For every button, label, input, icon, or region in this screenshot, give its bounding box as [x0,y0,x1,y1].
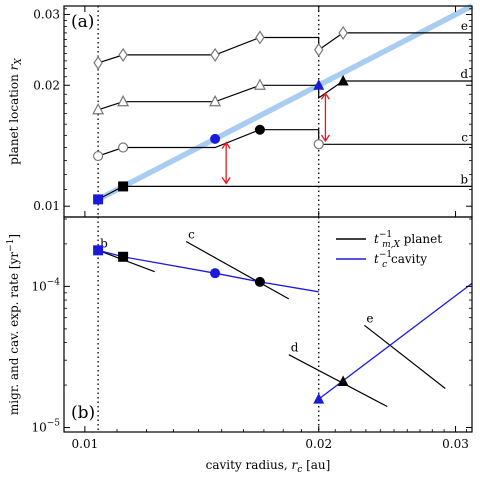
marker-black-square [118,181,129,192]
marker-black-circle [254,124,265,135]
y-tick-label: 10−4 [31,277,60,293]
arrow-head-up [221,141,231,149]
series-label-e: e [461,19,468,33]
x-tick-label: 0.03 [442,437,469,451]
marker-black-circle [254,276,265,287]
marker-blue-square [93,194,104,205]
marker-open-diamond [338,25,348,40]
series-label-d: d [460,67,468,81]
marker-blue-square [93,245,104,256]
marker-black-triangle [337,375,349,386]
arrow-head-down [320,134,330,143]
marker-open-diamond [93,55,103,71]
marker-open-diamond [255,30,265,45]
planet-rate-label-e: e [366,311,373,325]
marker-black-square [118,251,129,262]
marker-blue-triangle [313,393,325,404]
planet-rate-label-b: b [100,236,108,250]
y-tick-label: 0.01 [33,199,60,213]
marker-open-circle [118,142,129,153]
marker-open-diamond [314,42,324,57]
marker-blue-circle [210,268,221,279]
panel-label-a: (a) [71,12,94,32]
marker-blue-triangle [313,79,325,90]
marker-open-triangle [117,94,130,107]
marker-black-triangle [337,74,349,86]
bottom-axes-frame [63,216,473,433]
panel-label-b: (b) [71,403,95,423]
marker-open-circle [93,150,104,162]
cavity-rate-line-1 [97,249,319,293]
planet-rate-label-c: c [188,227,195,241]
x-tick-label: 0.01 [72,437,99,451]
top-panel: b c d e 0.01 0.02 0.03 (a) planet location rX [7,3,474,217]
y-tick-label: 0.03 [33,8,60,22]
marker-open-triangle [253,78,266,90]
marker-open-triangle [209,94,222,107]
arrow-head-up [320,92,330,100]
planet-rate-line-c [185,240,290,300]
y-axis-label-top: planet location rX [7,58,24,165]
x-tick-label: 0.02 [305,437,332,451]
series-line-b [97,185,472,200]
legend-entry-2: t−1 c cavity [374,250,427,270]
arrow-head-down [221,176,231,185]
planet-rate-line-d [288,354,388,408]
marker-blue-circle [210,133,221,144]
series-line-e [97,32,472,64]
x-axis-label: cavity radius, rc [au] [206,458,331,475]
y-tick-label: 10−5 [31,419,60,435]
axes-frames [63,5,473,433]
marker-open-circle [313,139,324,150]
marker-open-diamond [118,47,128,62]
marker-open-diamond [210,47,220,62]
planet-rate-line-e [364,324,446,389]
series-label-c: c [461,130,468,144]
legend-entry-1: t−1 m,X planet [374,230,442,250]
diagonal-line [96,3,474,202]
series-label-b: b [460,172,468,186]
series-line-c [97,129,472,157]
y-tick-label: 0.02 [33,78,60,92]
marker-open-triangle [92,102,105,115]
planet-rate-label-d: d [291,341,299,355]
y-axis-label-bottom: migr. and cav. exp. rate [yr−1] [6,234,21,415]
